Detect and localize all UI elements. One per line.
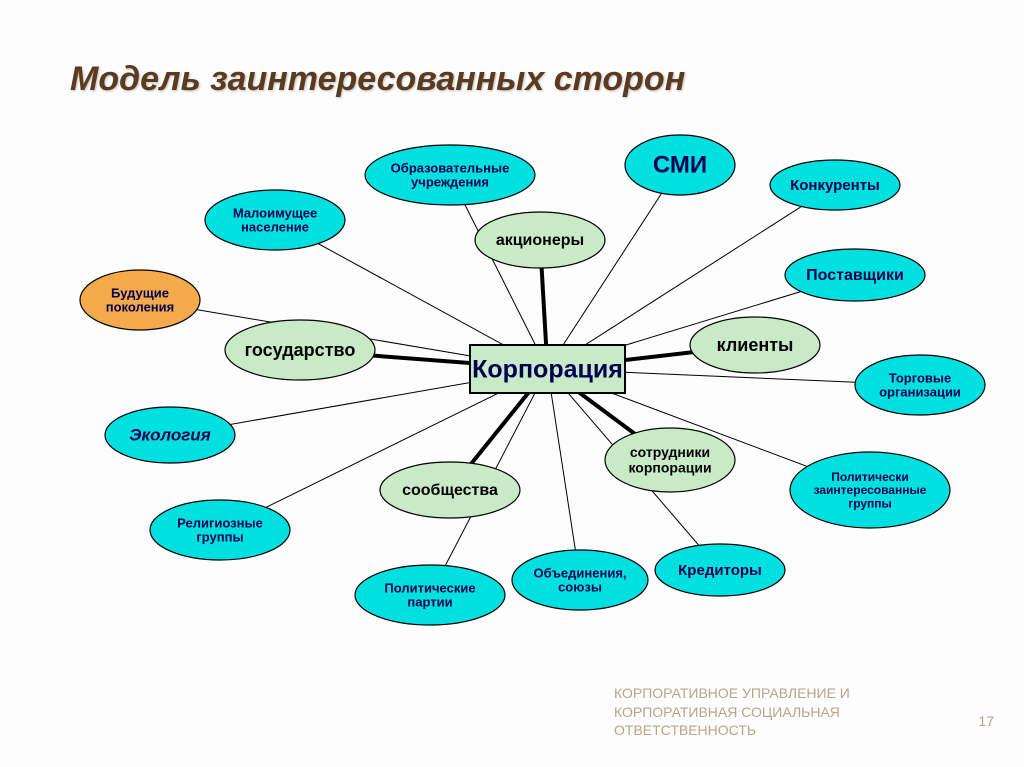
node-label-future: Будущие	[111, 285, 169, 300]
footer-text: КОРПОРАТИВНОЕ УПРАВЛЕНИЕ И КОРПОРАТИВНАЯ…	[614, 684, 954, 739]
node-label-clients: клиенты	[717, 335, 794, 355]
node-label-unions: союзы	[558, 580, 602, 595]
diagram-nodes: Корпорация акционеры клиенты сотрудникикорп…	[80, 135, 985, 625]
node-label-political_int: Политически	[831, 470, 908, 484]
node-label-religious: Религиозные	[177, 515, 263, 530]
node-label-state: государство	[245, 340, 356, 360]
node-label-suppliers: Поставщики	[806, 267, 904, 284]
edge	[548, 165, 681, 369]
node-label-employees: корпорации	[628, 459, 711, 475]
node-label-education: Образовательные	[391, 160, 510, 175]
node-label-future: поколения	[106, 300, 175, 315]
node-label-unions: Объединения,	[533, 565, 626, 580]
page-number: 17	[978, 713, 994, 729]
node-label-ecology: Экология	[129, 425, 210, 444]
node-label-poor: население	[241, 220, 309, 235]
node-label-competitors: Конкуренты	[790, 177, 880, 194]
slide: Модель заинтересованных сторон Корпораци…	[0, 0, 1024, 767]
node-label-employees: сотрудники	[630, 444, 710, 460]
node-label-media: СМИ	[653, 151, 707, 178]
node-label-education: учреждения	[411, 175, 489, 190]
node-label-poor: Малоимущее	[233, 205, 317, 220]
node-label-shareholders: акционеры	[496, 232, 584, 249]
node-label-communities: сообщества	[402, 482, 498, 499]
center-node-label: Корпорация	[472, 356, 623, 384]
node-label-religious: группы	[196, 530, 243, 545]
node-label-creditors: Кредиторы	[678, 562, 762, 579]
stakeholder-diagram: Корпорация акционеры клиенты сотрудникикорп…	[0, 0, 1024, 767]
node-label-parties: Политические	[384, 580, 475, 595]
node-label-trade: организации	[879, 385, 961, 400]
node-label-trade: Торговые	[889, 370, 952, 385]
node-label-political_int: заинтересованные	[814, 483, 927, 497]
node-label-political_int: группы	[848, 496, 892, 510]
node-label-parties: партии	[407, 595, 452, 610]
